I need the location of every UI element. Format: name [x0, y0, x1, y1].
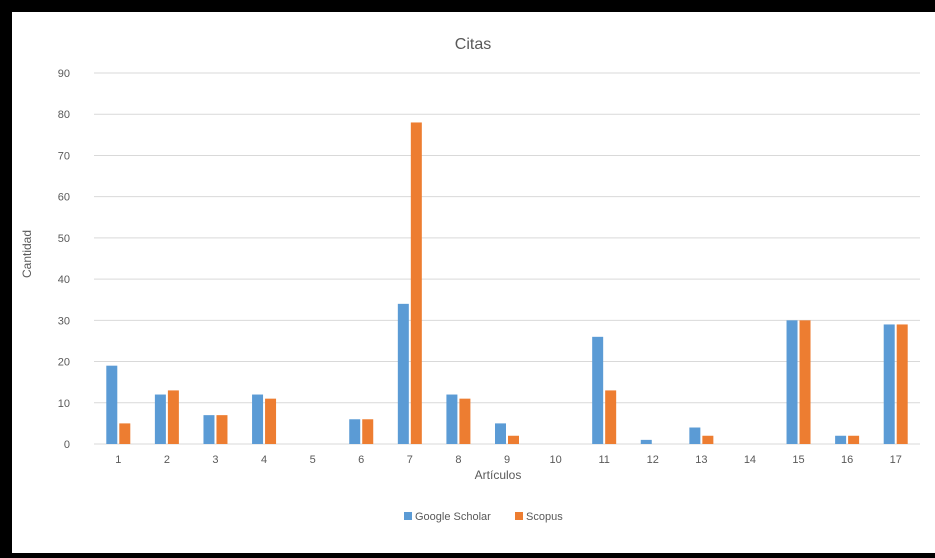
y-tick-label: 20 [58, 357, 70, 369]
bar-scopus-16 [848, 435, 860, 444]
bar-scopus-3 [216, 415, 228, 444]
x-tick-label: 12 [647, 454, 659, 466]
y-tick-label: 0 [64, 439, 70, 451]
y-tick-label: 30 [58, 315, 70, 327]
y-tick-label: 90 [58, 68, 70, 80]
bar-google-scholar-11 [592, 336, 604, 444]
y-tick-label: 60 [58, 192, 70, 204]
legend-swatch-scopus [515, 512, 523, 520]
bar-scopus-13 [702, 435, 714, 444]
bar-scopus-4 [265, 398, 277, 444]
x-axis-title: Artículos [475, 468, 522, 482]
x-tick-label: 11 [598, 454, 609, 466]
x-tick-label: 2 [164, 454, 170, 466]
y-tick-label: 70 [58, 150, 70, 162]
x-tick-label: 16 [841, 454, 853, 466]
y-tick-label: 40 [58, 274, 70, 286]
x-tick-label: 10 [549, 454, 561, 466]
x-tick-label: 3 [212, 454, 218, 466]
bar-scopus-8 [459, 398, 471, 444]
bar-scopus-7 [410, 122, 422, 444]
x-tick-label: 17 [890, 454, 902, 466]
bar-google-scholar-8 [446, 394, 458, 444]
y-tick-labels: 0 10 20 30 40 50 60 70 80 90 [58, 68, 70, 451]
x-tick-label: 8 [455, 454, 461, 466]
bar-google-scholar-2 [154, 394, 166, 444]
bar-scopus-2 [167, 390, 179, 444]
x-tick-label: 4 [261, 454, 267, 466]
y-tick-label: 80 [58, 109, 70, 121]
chart-frame: Citas 0 10 20 30 40 50 60 70 80 90 1 2 3 4 5 6 7 8 9 10 11 1… [12, 12, 935, 553]
legend-swatch-google-scholar [404, 512, 412, 520]
bar-google-scholar-12 [640, 439, 652, 444]
gridlines [94, 72, 920, 445]
x-tick-label: 5 [310, 454, 316, 466]
bar-google-scholar-15 [786, 320, 798, 444]
y-tick-label: 10 [58, 398, 70, 410]
y-axis-title: Cantidad [20, 230, 34, 278]
bar-google-scholar-6 [349, 419, 361, 444]
legend: Google Scholar Scopus [404, 511, 563, 523]
bar-google-scholar-1 [106, 365, 118, 444]
bar-google-scholar-13 [689, 427, 701, 444]
x-tick-label: 6 [358, 454, 364, 466]
bar-google-scholar-3 [203, 415, 215, 444]
legend-label: Google Scholar [415, 511, 491, 523]
x-tick-labels: 1 2 3 4 5 6 7 8 9 10 11 12 13 14 15 16 17 [115, 454, 902, 466]
bar-scopus-6 [362, 419, 374, 444]
bar-google-scholar-9 [495, 423, 506, 444]
bar-google-scholar-17 [883, 324, 895, 444]
bar-google-scholar-4 [252, 394, 264, 444]
y-tick-label: 50 [58, 233, 70, 245]
x-tick-label: 13 [695, 454, 707, 466]
legend-label: Scopus [526, 511, 563, 523]
x-tick-label: 14 [744, 454, 756, 466]
bar-scopus-17 [896, 324, 908, 444]
bar-scopus-9 [508, 435, 519, 444]
bar-google-scholar-7 [397, 303, 409, 444]
x-tick-label: 9 [504, 454, 510, 466]
bar-scopus-1 [119, 423, 131, 444]
x-tick-label: 1 [115, 454, 121, 466]
bars [106, 122, 908, 444]
chart-title: Citas [455, 36, 491, 53]
bar-scopus-11 [605, 390, 617, 444]
x-tick-label: 7 [407, 454, 413, 466]
bar-google-scholar-16 [835, 435, 847, 444]
bar-scopus-15 [799, 320, 811, 444]
x-tick-label: 15 [792, 454, 804, 466]
